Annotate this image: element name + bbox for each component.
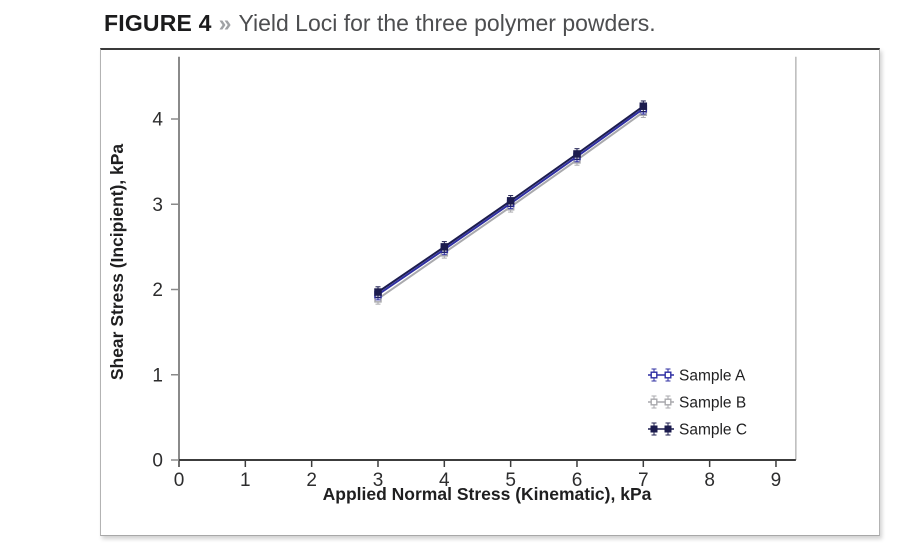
x-tick-label: 3: [373, 470, 384, 491]
legend-marker-sample-b: [664, 398, 672, 406]
x-tick-label: 6: [572, 470, 583, 491]
axes-group: 0 1 2 3 4 5 6 7 8 9 0 1 2 3 4: [152, 56, 797, 491]
data-point-marker: [639, 102, 648, 110]
legend-marker-sample-a: [650, 371, 658, 379]
legend-label-sample-b: Sample B: [679, 395, 746, 412]
x-tick-label: 9: [771, 470, 782, 491]
data-point-marker: [506, 197, 515, 205]
legend: Sample A Sample B Sample C: [648, 368, 747, 439]
x-tick-label: 1: [240, 470, 251, 491]
data-point-marker: [573, 150, 581, 158]
chevrons-separator-icon: »: [218, 10, 232, 36]
legend-item-sample-a: Sample A: [648, 368, 746, 385]
chart-panel: 0 1 2 3 4 5 6 7 8 9 0 1 2 3 4 Sample A Sample B Sample C…: [100, 48, 880, 536]
data-point-marker: [374, 288, 382, 296]
x-tick-label: 7: [638, 470, 649, 491]
y-tick-label: 0: [152, 451, 163, 472]
figure-caption: Yield Loci for the three polymer powders…: [238, 10, 656, 36]
series-sample-c: [374, 100, 648, 298]
x-tick-label: 4: [439, 470, 450, 491]
x-tick-label: 5: [505, 470, 516, 491]
x-axis-title: Applied Normal Stress (Kinematic), kPa: [323, 484, 652, 504]
yield-loci-chart: 0 1 2 3 4 5 6 7 8 9 0 1 2 3 4 Sample A Sample B Sample C…: [107, 56, 797, 504]
x-tick-label: 8: [704, 470, 715, 491]
y-axis-title: Shear Stress (Incipient), kPa: [107, 144, 127, 381]
legend-marker-sample-a: [664, 371, 672, 379]
data-point-marker: [440, 243, 449, 251]
series-group: [374, 100, 648, 305]
figure-number: FIGURE 4: [104, 10, 212, 36]
y-tick-label: 2: [152, 280, 163, 301]
y-tick-label: 4: [152, 110, 163, 131]
legend-marker-sample-c: [664, 425, 672, 433]
legend-label-sample-c: Sample C: [679, 422, 747, 439]
legend-label-sample-a: Sample A: [679, 368, 746, 385]
legend-item-sample-b: Sample B: [648, 395, 746, 412]
y-tick-label: 3: [152, 195, 163, 216]
y-tick-label: 1: [152, 365, 163, 386]
legend-marker-sample-b: [650, 398, 658, 406]
x-tick-label: 0: [174, 470, 185, 491]
figure-title: FIGURE 4» Yield Loci for the three polyme…: [104, 6, 656, 40]
legend-item-sample-c: Sample C: [648, 422, 747, 439]
x-tick-label: 2: [306, 470, 317, 491]
legend-marker-sample-c: [650, 425, 658, 433]
